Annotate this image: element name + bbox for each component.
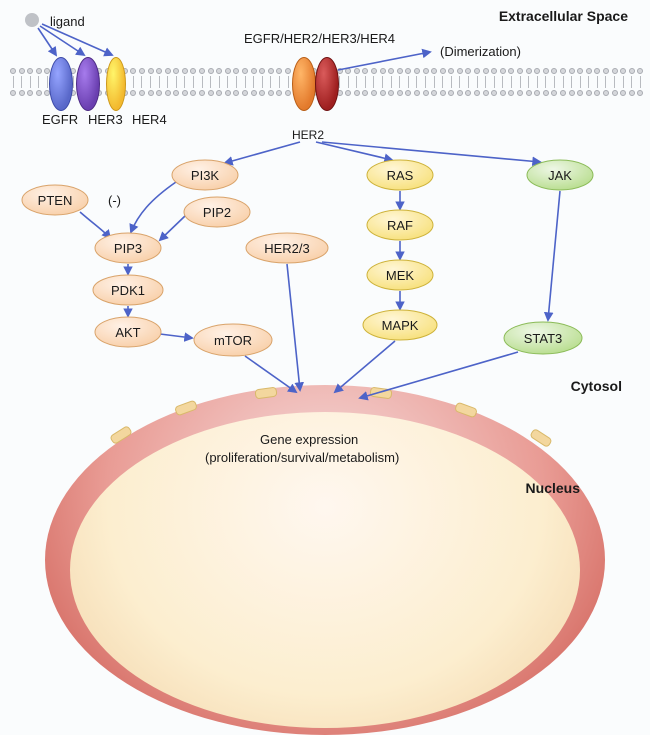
node-RAF: RAF [366, 209, 434, 241]
node-label: MEK [386, 268, 414, 283]
node-label: PIP3 [114, 241, 142, 256]
arrow-jak-stat3 [548, 191, 560, 320]
arrow-mapk-nuc [335, 341, 395, 392]
node-label: RAS [387, 168, 414, 183]
label-her3: HER3 [88, 112, 123, 127]
arrow-akt-mtor [160, 334, 192, 338]
node-label: PI3K [191, 168, 219, 183]
node-RAS: RAS [366, 159, 434, 191]
label-gene2: (proliferation/survival/metabolism) [205, 450, 399, 465]
receptor-egfr [49, 57, 73, 111]
receptor-dimerB [315, 57, 339, 111]
node-HER2_3: HER2/3 [245, 232, 329, 264]
arrow-pi3k-pip3 [131, 182, 176, 232]
arrow-her23-nuc [287, 264, 300, 390]
label-nucleus: Nucleus [526, 480, 580, 496]
node-PI3K: PI3K [171, 159, 239, 191]
arrow-pip2-pip3 [160, 216, 185, 240]
node-PDK1: PDK1 [92, 274, 164, 306]
node-label: PIP2 [203, 205, 231, 220]
node-label: HER2/3 [264, 241, 310, 256]
label-her4: HER4 [132, 112, 167, 127]
label-inhibit: (-) [108, 193, 121, 208]
node-STAT3: STAT3 [503, 321, 583, 355]
node-label: RAF [387, 218, 413, 233]
receptor-dimerA [292, 57, 316, 111]
node-mTOR: mTOR [193, 323, 273, 357]
label-egfr: EGFR [42, 112, 78, 127]
node-label: PDK1 [111, 283, 145, 298]
receptor-her3 [76, 57, 100, 111]
node-label: AKT [115, 325, 140, 340]
node-label: PTEN [38, 193, 73, 208]
label-extracellular: Extracellular Space [499, 8, 628, 24]
node-MEK: MEK [366, 259, 434, 291]
node-label: MAPK [382, 318, 419, 333]
node-label: STAT3 [524, 331, 563, 346]
node-MAPK: MAPK [362, 309, 438, 341]
node-AKT: AKT [94, 316, 162, 348]
node-label: mTOR [214, 333, 252, 348]
node-PIP2: PIP2 [183, 196, 251, 228]
label-cytosol: Cytosol [571, 378, 622, 394]
label-gene1: Gene expression [260, 432, 358, 447]
label-complex: EGFR/HER2/HER3/HER4 [244, 31, 395, 46]
label-her2: HER2 [292, 128, 324, 142]
node-PTEN: PTEN [21, 184, 89, 216]
node-JAK: JAK [526, 159, 594, 191]
node-PIP3: PIP3 [94, 232, 162, 264]
label-ligand: ligand [50, 14, 85, 29]
receptor-her4 [106, 57, 126, 111]
arrow-lig-egfr [38, 28, 56, 55]
arrow-lig-her3 [40, 26, 84, 55]
ligand-dot [25, 13, 39, 27]
label-dimerization: (Dimerization) [440, 44, 521, 59]
node-label: JAK [548, 168, 572, 183]
arrow-her2-ras [316, 142, 392, 160]
